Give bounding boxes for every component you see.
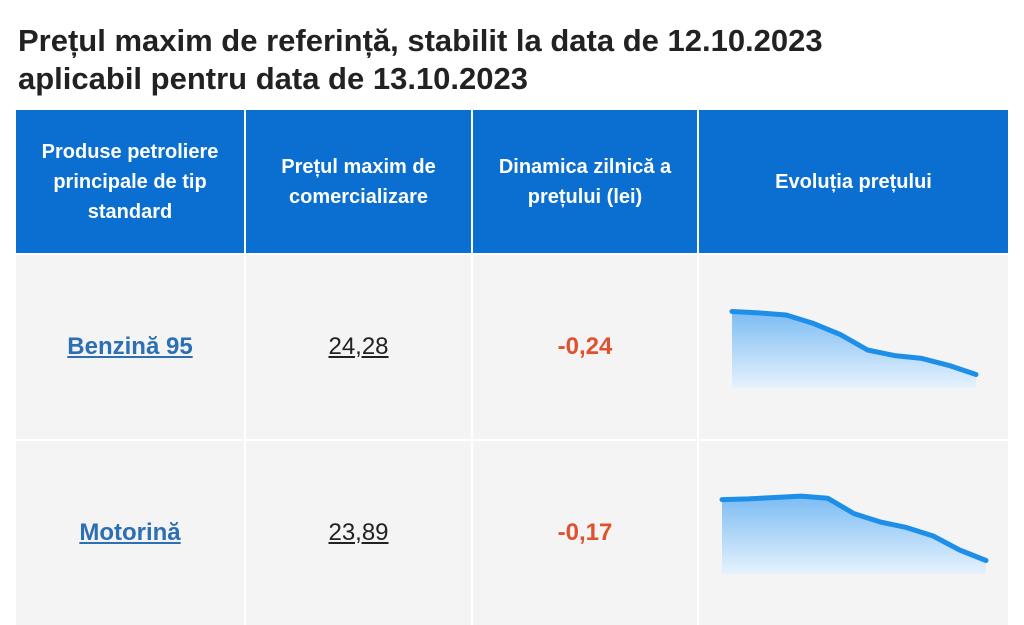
product-link-benzina-95[interactable]: Benzină 95 [67,333,193,360]
product-link-motorina[interactable]: Motorină [79,519,181,546]
table-row: Benzină 95 24,28 -0,24 [16,253,1008,440]
sparkline-line [729,309,978,377]
product-cell: Motorină [16,439,246,625]
sparkline-area [721,496,986,574]
price-value[interactable]: 23,89 [328,519,389,546]
table-header-row: Produse petroliere principale de tip sta… [16,110,1008,254]
price-value[interactable]: 24,28 [328,333,389,360]
price-cell: 23,89 [245,439,473,625]
page-title: Prețul maxim de referință, stabilit la d… [18,22,1008,98]
header-daily-change: Dinamica zilnică a prețului (lei) [472,110,699,254]
header-max-price: Prețul maxim de comercializare [245,110,473,254]
trend-cell [698,253,1008,440]
sparkline-motorina [719,493,988,574]
daily-change-value: -0,17 [557,519,613,546]
title-line-2: aplicabil pentru data de 13.10.2023 [18,61,529,96]
trend-cell [698,439,1008,625]
price-table: Produse petroliere principale de tip sta… [16,110,1008,625]
change-cell: -0,17 [472,439,699,625]
daily-change-value: -0,24 [557,333,613,360]
header-products: Produse petroliere principale de tip sta… [16,110,246,254]
price-cell: 24,28 [245,253,473,440]
product-cell: Benzină 95 [16,253,246,440]
sparkline-line [719,493,988,563]
sparkline-benzina-95 [729,309,978,388]
change-cell: -0,24 [472,253,699,440]
sparkline-area [731,311,976,388]
header-price-evolution: Evoluția prețului [698,110,1008,254]
title-line-1: Prețul maxim de referință, stabilit la d… [18,23,823,58]
table-row: Motorină 23,89 -0,17 [16,439,1008,625]
